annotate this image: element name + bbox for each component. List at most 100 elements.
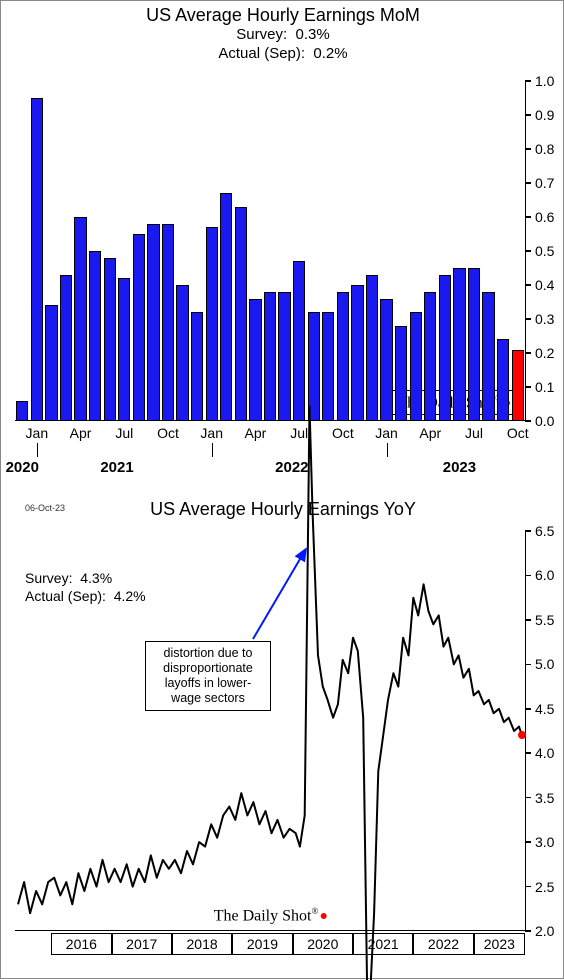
y-tick xyxy=(525,752,531,754)
y-tick xyxy=(525,619,531,621)
y-tick xyxy=(525,80,531,82)
watermark-text-2: The Daily Shot xyxy=(214,907,312,924)
bar-x-axis: JanAprJulOctJanAprJulOctJanAprJulOct2020… xyxy=(15,421,525,481)
y-tick xyxy=(525,664,531,666)
x-year-tick xyxy=(387,443,389,457)
y-axis-label: 4.0 xyxy=(535,745,554,761)
x-year-box: 2018 xyxy=(172,933,232,955)
bar xyxy=(31,98,43,421)
y-tick xyxy=(525,182,531,184)
bar xyxy=(16,401,28,421)
y-axis-label: 3.5 xyxy=(535,790,554,806)
arrow-svg xyxy=(15,531,525,931)
x-month-label: Jan xyxy=(26,425,49,441)
bar xyxy=(293,261,305,421)
y-tick xyxy=(525,318,531,320)
y-axis-label: 2.0 xyxy=(535,923,554,939)
x-month-label: Oct xyxy=(157,425,179,441)
y-axis-label: 0.0 xyxy=(535,413,554,429)
bar xyxy=(351,285,363,421)
x-month-label: Oct xyxy=(507,425,529,441)
bar xyxy=(264,292,276,421)
line-chart-area: distortion due to disproportionate layof… xyxy=(15,531,526,931)
bar xyxy=(206,227,218,421)
x-year-tick xyxy=(37,443,39,457)
bar xyxy=(380,299,392,421)
y-tick xyxy=(525,352,531,354)
bar xyxy=(439,275,451,421)
x-month-label: Jul xyxy=(290,425,308,441)
x-year-tick xyxy=(212,443,214,457)
y-tick xyxy=(525,250,531,252)
bar xyxy=(176,285,188,421)
y-tick xyxy=(525,284,531,286)
y-tick xyxy=(525,841,531,843)
watermark-dot-icon-2 xyxy=(320,913,326,919)
x-month-label: Oct xyxy=(332,425,354,441)
y-axis-label: 5.0 xyxy=(535,656,554,672)
x-year-box: 2017 xyxy=(112,933,172,955)
bottom-title: US Average Hourly Earnings YoY xyxy=(1,499,564,520)
bar xyxy=(410,312,422,421)
y-axis-label: 5.5 xyxy=(535,612,554,628)
y-tick xyxy=(525,708,531,710)
y-tick xyxy=(525,575,531,577)
y-axis-label: 0.9 xyxy=(535,107,554,123)
bar xyxy=(453,268,465,421)
y-axis-label: 0.4 xyxy=(535,277,554,293)
y-tick xyxy=(525,386,531,388)
bar xyxy=(278,292,290,421)
y-tick xyxy=(525,114,531,116)
y-tick xyxy=(525,420,531,422)
top-actual-label: Actual (Sep): xyxy=(218,45,305,62)
y-axis-label: 0.7 xyxy=(535,175,554,191)
bar-highlight xyxy=(512,350,524,421)
x-year-box: 2023 xyxy=(474,933,525,955)
x-month-label: Jul xyxy=(115,425,133,441)
y-axis-label: 0.5 xyxy=(535,243,554,259)
x-year-label: 2021 xyxy=(100,459,133,476)
x-month-label: Jan xyxy=(375,425,398,441)
end-point-dot-icon xyxy=(518,731,526,739)
bar-chart-area: The Daily Shot® 0.00.10.20.30.40.50.60.7… xyxy=(15,81,526,421)
registered-icon-2: ® xyxy=(311,906,318,916)
bar xyxy=(74,217,86,421)
x-year-label: 2020 xyxy=(6,459,39,476)
bar xyxy=(191,312,203,421)
x-month-label: Jan xyxy=(200,425,223,441)
y-axis-label: 0.1 xyxy=(535,379,554,395)
y-axis-label: 0.8 xyxy=(535,141,554,157)
y-axis-label: 6.0 xyxy=(535,567,554,583)
bar xyxy=(220,193,232,421)
x-month-label: Apr xyxy=(245,425,267,441)
x-year-box: 2016 xyxy=(51,933,111,955)
bar xyxy=(162,224,174,421)
bar xyxy=(60,275,72,421)
top-survey-line: Survey: 0.3% xyxy=(1,26,564,45)
x-year-box: 2021 xyxy=(353,933,413,955)
bottom-panel: 06-Oct-23 US Average Hourly Earnings YoY… xyxy=(1,491,564,980)
y-tick xyxy=(525,886,531,888)
bar xyxy=(147,224,159,421)
bar xyxy=(468,268,480,421)
bar xyxy=(424,292,436,421)
top-title: US Average Hourly Earnings MoM xyxy=(1,5,564,26)
bar xyxy=(89,251,101,421)
top-survey-label: Survey: xyxy=(236,26,287,43)
y-axis-label: 0.3 xyxy=(535,311,554,327)
bar xyxy=(322,312,334,421)
x-month-label: Jul xyxy=(465,425,483,441)
bar xyxy=(497,339,509,421)
bar xyxy=(366,275,378,421)
top-actual-value: 0.2% xyxy=(313,45,347,62)
y-tick xyxy=(525,930,531,932)
page: US Average Hourly Earnings MoM Survey: 0… xyxy=(0,0,564,979)
x-month-label: Apr xyxy=(70,425,92,441)
top-panel: US Average Hourly Earnings MoM Survey: 0… xyxy=(1,1,564,491)
y-tick xyxy=(525,797,531,799)
y-tick xyxy=(525,530,531,532)
y-axis-label: 0.6 xyxy=(535,209,554,225)
bar xyxy=(308,312,320,421)
date-stamp: 06-Oct-23 xyxy=(25,503,65,513)
y-axis-label: 1.0 xyxy=(535,73,554,89)
